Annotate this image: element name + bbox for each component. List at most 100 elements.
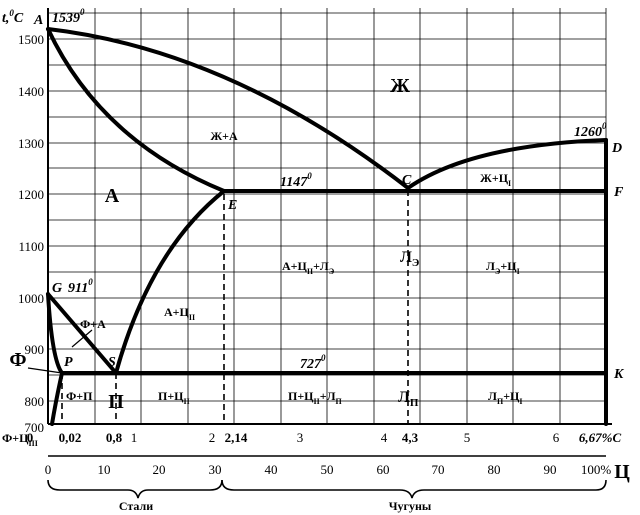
lp-c1-label: Л [488,389,497,403]
svg-text:9110: 9110 [68,277,93,296]
x-cementite-tick: 20 [153,462,166,477]
x-cementite-unit: Ц [614,461,630,483]
svg-text:12600: 12600 [574,121,607,140]
lp-c1-tail-sub: I [519,397,522,406]
svg-text:ЛП+ЦI: ЛП+ЦI [488,389,522,406]
f-c3-sub: III [28,439,37,448]
svg-text:Ф+ЦIII: Ф+ЦIII [2,431,38,448]
a-c2-label: А+Ц [164,305,190,319]
y-tick: 900 [25,342,45,357]
solidus-ae [46,27,226,193]
cast-irons-brace [221,479,607,499]
x-carbon-tick: 3 [297,430,304,445]
le-c1-label: Л [486,259,495,273]
fa-pointer [71,329,93,348]
a-c2-sub: II [189,313,195,322]
le-c1-tail-sub: I [517,267,520,276]
y-tick: 1500 [18,32,44,47]
p-c2-lp-label: П+Ц [288,389,314,403]
l-c1-label: Ж+Ц [480,171,509,185]
y-tick: 700 [25,420,45,435]
x-cementite-tick: 30 [209,462,222,477]
svg-text:П+ЦII: П+ЦII [158,389,190,406]
point-g-temp: 911 [68,281,88,296]
a-c2-le-label: А+Ц [282,259,308,273]
ferrite-label: Ф [9,349,26,371]
y-tick: 1400 [18,84,44,99]
le-c1-sub: Э [495,267,501,276]
svg-text:Ж+ЦI: Ж+ЦI [480,171,511,188]
svg-text:11470: 11470 [280,171,312,190]
ledeburite-e-label: Л [400,249,412,266]
point-c-label: C [402,173,412,188]
line-gs [46,292,118,375]
p-c2-label: П+Ц [158,389,184,403]
ledeburite-p-label: Л [398,389,410,406]
x-cementite-tick: 90 [544,462,557,477]
ledeburite-p-sub: П [410,397,419,409]
svg-text:7270: 7270 [300,353,326,372]
le-c1-tail: +Ц [500,259,517,273]
line-es [114,189,226,375]
x-carbon-tick: 4,3 [402,430,419,445]
y-tick: 1300 [18,136,44,151]
svg-text:ЛЭ+ЦI: ЛЭ+ЦI [486,259,520,276]
pearlite-label: П [108,391,124,413]
x-carbon-tick: 5 [464,430,471,445]
point-k-label: K [613,367,625,382]
y-axis-title: t, [2,11,9,26]
x-carbon-tick: 4 [381,430,388,445]
x-cementite-tick: 10 [98,462,111,477]
point-g-degree: 0 [88,277,93,287]
y-axis-title-degree: 0 [9,8,14,18]
a-c2-le-sub: II [307,267,313,276]
x-carbon-tick: 0 [27,430,34,445]
liquidus-ac [46,27,410,190]
ferrite-pointer [27,367,63,374]
cast-irons-label: Чугуны [389,499,432,513]
point-a-temp: 1539 [52,11,80,26]
p-c2-sub: II [184,397,190,406]
point-g-label: G [52,281,62,296]
steels-label: Стали [119,499,153,513]
x-cementite-tick: 100% [581,462,612,477]
liquid-label: Ж [390,75,410,97]
f-a-label: Ф+А [80,317,106,331]
x-carbon-tick: 0,8 [106,430,123,445]
y-tick: 1000 [18,291,44,306]
point-d-label: D [611,141,622,156]
point-d-degree: 0 [602,121,607,131]
lp-c1-tail: +Ц [503,389,520,403]
p-c2-lp-sub: II [314,397,320,406]
point-f-label: F [613,185,624,200]
point-s-temp: 727 [300,357,322,372]
line-pq [50,371,64,426]
svg-text:ЛЭ: ЛЭ [400,249,419,269]
point-p-label: P [64,355,73,370]
point-a-label: A [33,13,43,28]
x-cementite-tick: 80 [488,462,501,477]
point-s-label: S [108,355,116,370]
l-c1-sub: I [508,179,511,188]
f-c3-label: Ф+Ц [2,431,29,445]
ledeburite-e-sub: Э [412,257,419,269]
liquidus-cd [406,138,608,190]
point-d-temp: 1260 [574,125,602,140]
grid [47,8,607,424]
point-e-temp: 1147 [280,175,308,190]
lp-c1-sub: П [497,397,504,406]
y-tick: 800 [25,394,45,409]
svg-text:А+ЦII+ЛЭ: А+ЦII+ЛЭ [282,259,335,276]
x-cementite-tick: 0 [45,462,52,477]
x-carbon-tick: 1 [131,430,138,445]
svg-text:15390: 15390 [52,7,85,26]
p-c2-lp-tail: +Л [320,389,336,403]
f-p-label: Ф+П [66,389,93,403]
l-a-label: Ж+А [210,129,238,143]
x-carbon-tick: 6 [553,430,560,445]
y-tick: 1100 [18,239,44,254]
svg-text:ЛП: ЛП [398,389,419,409]
point-e-label: E [227,198,237,213]
x-carbon-tick: 2,14 [225,430,248,445]
